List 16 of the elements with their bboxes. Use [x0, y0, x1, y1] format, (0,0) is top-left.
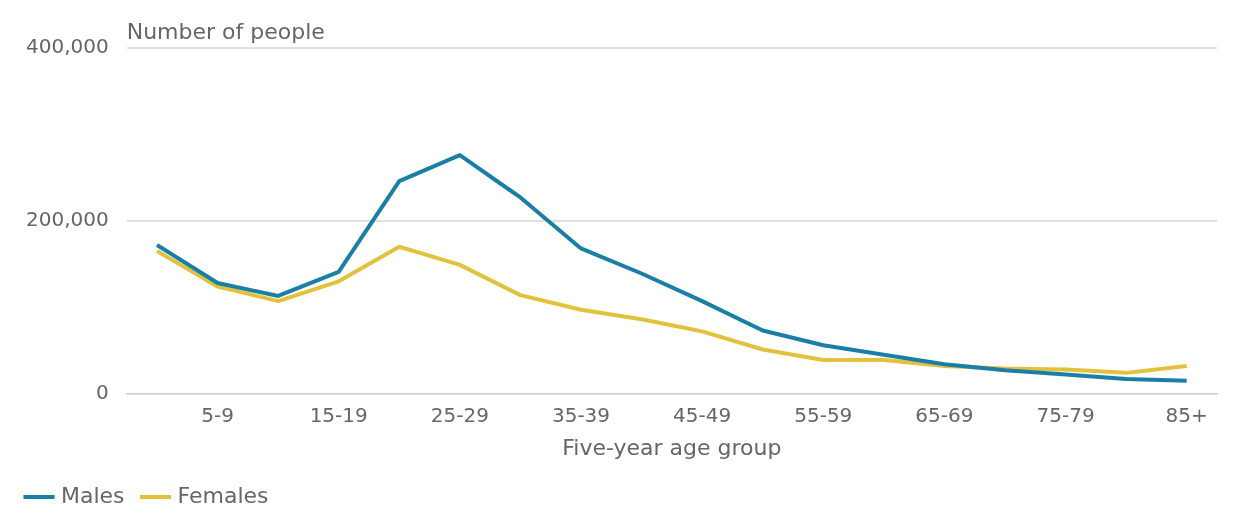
y-tick-label: 400,000	[25, 34, 109, 59]
legend-label: Females	[177, 482, 269, 508]
x-tick-label: 25-29	[430, 402, 489, 427]
x-tick-label: 15-19	[309, 402, 368, 427]
x-tick-label: 65-69	[915, 402, 974, 427]
x-axis-title: Five-year age group	[562, 434, 782, 460]
y-tick-label: 0	[95, 379, 109, 404]
y-axis-title: Number of people	[126, 18, 325, 44]
x-tick-label: 35-39	[551, 402, 611, 427]
y-tick-label: 200,000	[25, 207, 109, 231]
x-tick-label: 55-59	[794, 402, 853, 427]
x-tick-label: 45-49	[673, 402, 732, 427]
x-tick-label: 85+	[1165, 402, 1208, 427]
x-tick-label: 5-9	[201, 402, 234, 427]
x-tick-label: 75-79	[1036, 402, 1095, 427]
legend-label: Males	[61, 482, 125, 508]
